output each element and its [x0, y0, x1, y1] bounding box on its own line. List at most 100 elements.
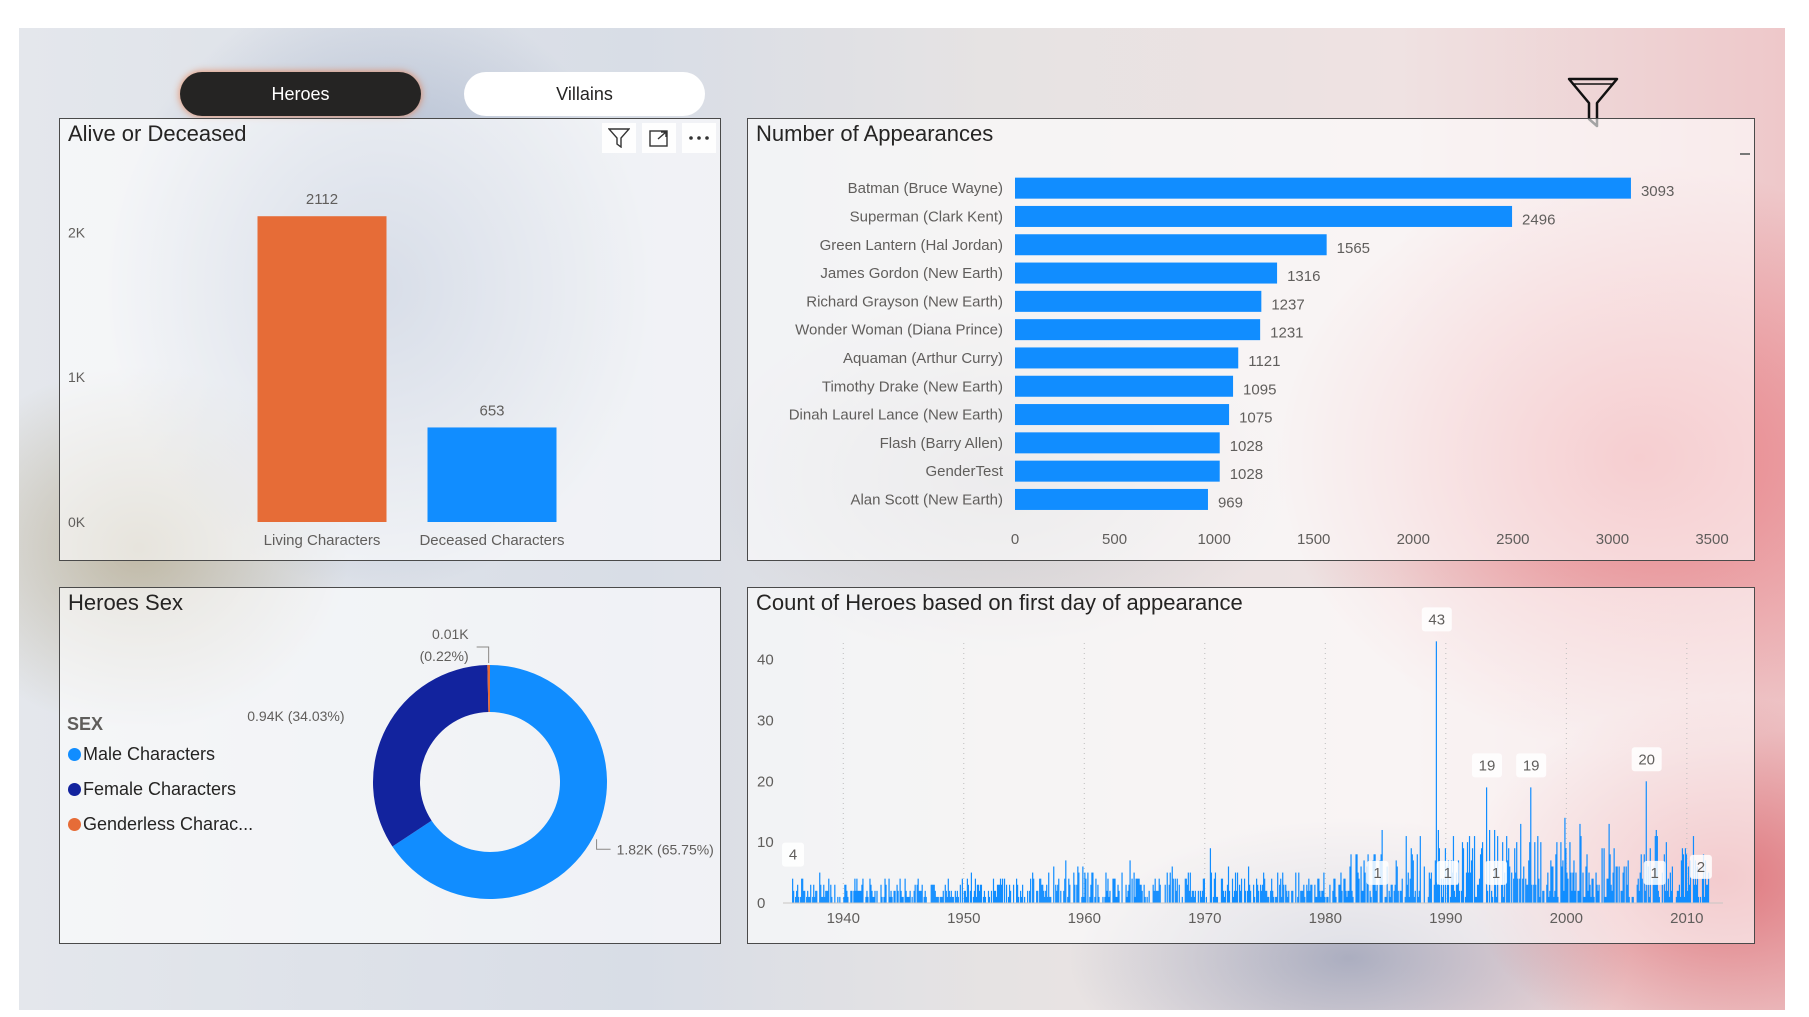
column[interactable] — [1041, 884, 1043, 903]
column[interactable] — [1696, 866, 1699, 903]
column[interactable] — [847, 896, 849, 903]
bar[interactable] — [257, 216, 387, 523]
column[interactable] — [834, 884, 836, 903]
column[interactable] — [941, 896, 943, 903]
column[interactable] — [1453, 890, 1456, 903]
column[interactable] — [1003, 878, 1006, 903]
column[interactable] — [1575, 872, 1577, 903]
column[interactable] — [1467, 872, 1470, 903]
column[interactable] — [1517, 878, 1519, 903]
column[interactable] — [1194, 890, 1196, 903]
column[interactable] — [1476, 884, 1479, 903]
column[interactable] — [1593, 896, 1595, 903]
column[interactable] — [1240, 878, 1243, 903]
column[interactable] — [880, 884, 882, 903]
column[interactable] — [1105, 872, 1107, 903]
column[interactable] — [1481, 842, 1484, 903]
column[interactable] — [1620, 890, 1622, 903]
column[interactable] — [1148, 890, 1150, 903]
column[interactable] — [1598, 884, 1600, 903]
column[interactable] — [1104, 896, 1106, 903]
column[interactable] — [1385, 896, 1387, 903]
column[interactable] — [914, 884, 916, 903]
column[interactable] — [1391, 884, 1393, 903]
column[interactable] — [955, 896, 957, 903]
column[interactable] — [820, 884, 822, 903]
column[interactable] — [1628, 896, 1630, 903]
column[interactable] — [850, 890, 852, 903]
column[interactable] — [1384, 896, 1386, 903]
column[interactable] — [801, 878, 803, 903]
column[interactable] — [1461, 842, 1464, 903]
column[interactable] — [1588, 872, 1590, 903]
column[interactable] — [1604, 896, 1606, 903]
column[interactable] — [987, 890, 990, 903]
column[interactable] — [1078, 872, 1080, 903]
column[interactable] — [1279, 884, 1281, 903]
column[interactable] — [1573, 860, 1575, 903]
column[interactable] — [921, 884, 923, 903]
column[interactable] — [1297, 896, 1299, 903]
column[interactable] — [1657, 890, 1659, 903]
column[interactable] — [1089, 896, 1091, 903]
column[interactable] — [1652, 878, 1654, 903]
column[interactable] — [917, 878, 919, 903]
column[interactable] — [1668, 896, 1670, 903]
column[interactable] — [1050, 896, 1052, 903]
column[interactable] — [1125, 884, 1127, 903]
column[interactable] — [973, 890, 976, 903]
column[interactable] — [1069, 884, 1071, 903]
column[interactable] — [1388, 890, 1390, 903]
column[interactable] — [961, 878, 963, 903]
column[interactable] — [1018, 896, 1020, 903]
column[interactable] — [1549, 890, 1551, 903]
column[interactable] — [918, 890, 920, 903]
column[interactable] — [1606, 878, 1608, 903]
column[interactable] — [883, 896, 885, 903]
legend-item-female[interactable]: Female Characters — [68, 779, 236, 800]
bar[interactable] — [1015, 460, 1220, 482]
column[interactable] — [867, 896, 869, 903]
column[interactable] — [1117, 884, 1119, 903]
column[interactable] — [1516, 842, 1518, 903]
column[interactable] — [1520, 823, 1522, 903]
column[interactable] — [1440, 878, 1442, 903]
column[interactable] — [1068, 878, 1070, 903]
column[interactable] — [1376, 884, 1378, 903]
column[interactable] — [1688, 884, 1691, 903]
column[interactable] — [916, 884, 918, 903]
column[interactable] — [1193, 896, 1195, 903]
column[interactable] — [1333, 878, 1335, 903]
column[interactable] — [1319, 890, 1321, 903]
column[interactable] — [1326, 896, 1328, 903]
column[interactable] — [913, 890, 915, 903]
column[interactable] — [940, 896, 942, 903]
column[interactable] — [907, 896, 909, 903]
column[interactable] — [1188, 890, 1190, 903]
column[interactable] — [1027, 890, 1029, 903]
column[interactable] — [925, 896, 927, 903]
column[interactable] — [1539, 896, 1541, 903]
column[interactable] — [1468, 836, 1471, 903]
column[interactable] — [1254, 896, 1256, 903]
column[interactable] — [860, 890, 862, 903]
column[interactable] — [1064, 878, 1066, 903]
column[interactable] — [1304, 896, 1306, 903]
column[interactable] — [992, 878, 995, 903]
column[interactable] — [1090, 884, 1092, 903]
column[interactable] — [1666, 890, 1668, 903]
column[interactable] — [1686, 890, 1689, 903]
column[interactable] — [1360, 866, 1362, 903]
column[interactable] — [1658, 896, 1660, 903]
column[interactable] — [1348, 890, 1350, 903]
column[interactable] — [1282, 872, 1284, 903]
column[interactable] — [1665, 842, 1667, 903]
column[interactable] — [1109, 890, 1111, 903]
column[interactable] — [1356, 854, 1358, 903]
column[interactable] — [952, 896, 954, 903]
bar[interactable] — [1015, 375, 1234, 397]
column[interactable] — [994, 890, 997, 903]
column[interactable] — [1136, 878, 1138, 903]
column[interactable] — [1144, 896, 1146, 903]
column[interactable] — [1288, 890, 1290, 903]
